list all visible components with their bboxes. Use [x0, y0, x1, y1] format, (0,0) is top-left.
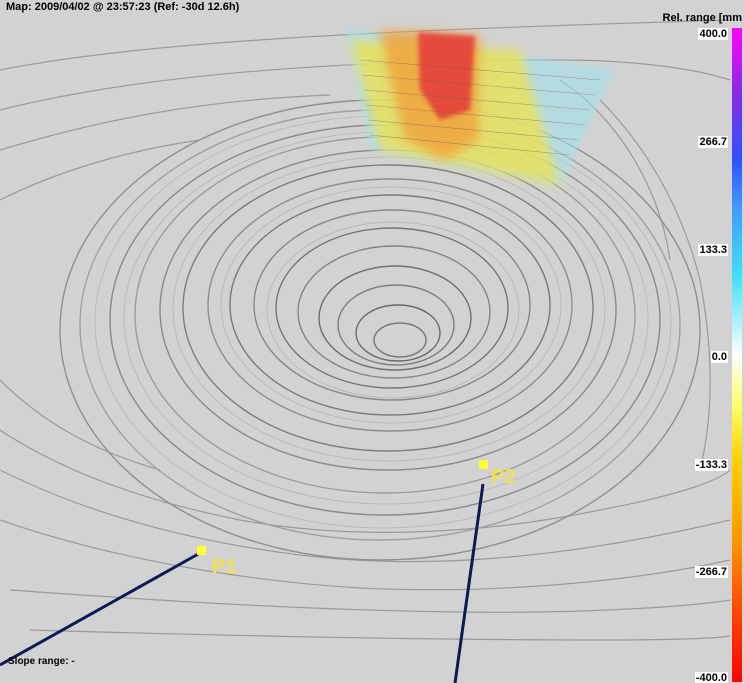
color-scale-bar	[732, 28, 742, 682]
marker-p1[interactable]	[197, 546, 206, 555]
colorbar-tick: 400.0	[698, 28, 728, 40]
marker-p1-label: P1	[212, 556, 237, 578]
colorbar-tick: -266.7	[694, 566, 728, 578]
colorbar-tick: -133.3	[694, 459, 728, 471]
colorbar-title: Rel. range [mm	[662, 12, 742, 24]
colorbar-tick: 0.0	[710, 351, 728, 363]
map-timestamp-label: Map: 2009/04/02 @ 23:57:23 (Ref: -30d 12…	[6, 1, 240, 13]
colorbar-tick: 266.7	[698, 136, 728, 148]
colorbar-tick: -400.0	[694, 672, 728, 683]
slope-range-label: Slope range: -	[8, 656, 75, 667]
colorbar-tick: 133.3	[698, 244, 728, 256]
marker-p2[interactable]	[479, 460, 488, 469]
marker-p2-label: P2	[491, 466, 516, 488]
